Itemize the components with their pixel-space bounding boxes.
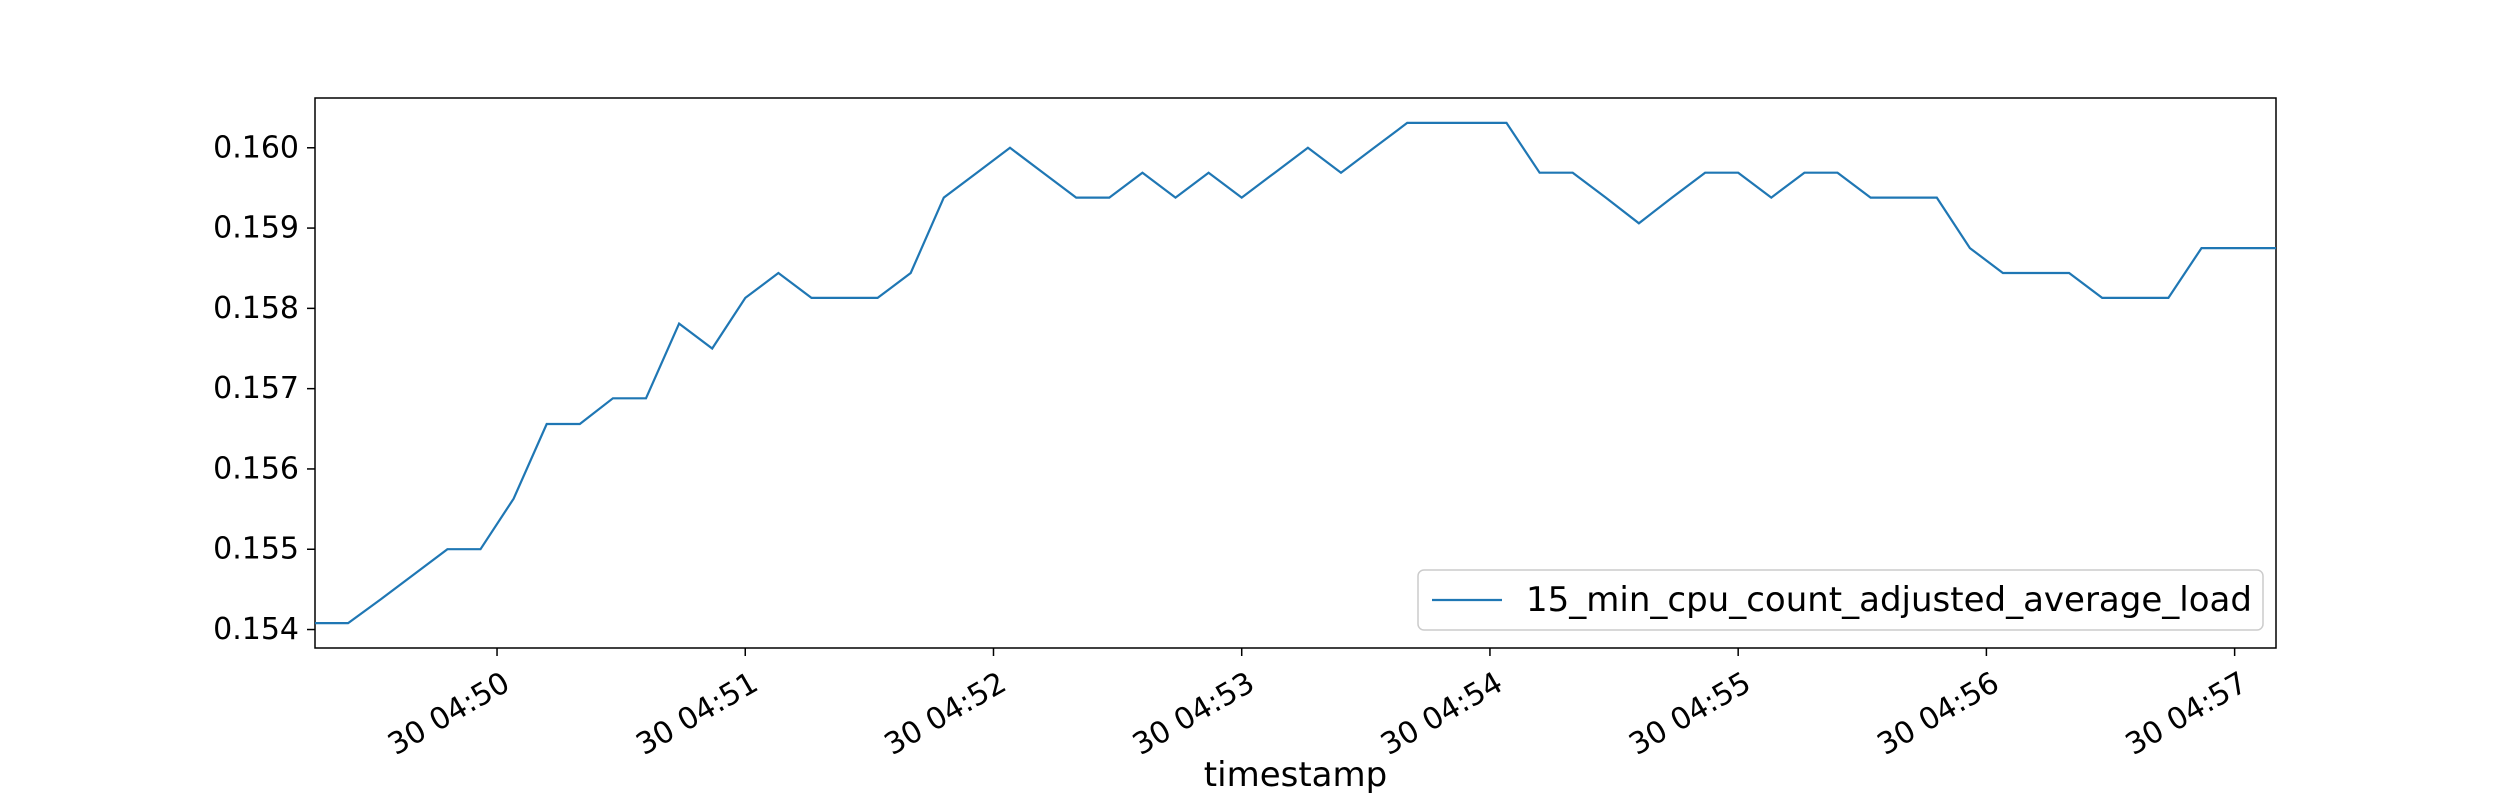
x-axis-title: timestamp <box>1204 755 1387 795</box>
y-tick-label: 0.155 <box>213 532 299 567</box>
y-tick-label: 0.160 <box>213 130 299 165</box>
legend-box <box>1417 569 2264 631</box>
x-axis: 30 04:50 30 04:51 30 04:52 30 04:53 30 04:54… <box>382 648 2253 763</box>
legend-label: 15_min_cpu_count_adjusted_average_load <box>1526 580 2252 620</box>
x-tick-label: 30 04:57 <box>2120 665 2254 762</box>
legend: 15_min_cpu_count_adjusted_average_load <box>1417 569 2264 631</box>
plot-frame <box>314 97 2277 649</box>
series-layer <box>315 121 2276 625</box>
x-tick-label: 30 04:56 <box>1872 665 2006 762</box>
x-tick-label: 30 04:53 <box>1127 665 1261 762</box>
y-tick-label: 0.158 <box>213 291 299 326</box>
x-tick-label: 30 04:50 <box>382 665 516 762</box>
y-axis: 0.154 0.155 0.156 0.157 0.158 0.159 0.160 <box>213 130 315 647</box>
x-tick-label: 30 04:54 <box>1375 665 1509 762</box>
y-tick-label: 0.156 <box>213 451 299 486</box>
plot-area <box>314 97 2277 649</box>
series-line-0 <box>315 121 2276 625</box>
x-tick-label: 30 04:55 <box>1623 665 1757 762</box>
x-tick-label: 30 04:51 <box>630 665 764 762</box>
y-tick-label: 0.154 <box>213 612 299 647</box>
x-tick-label: 30 04:52 <box>879 665 1013 762</box>
y-tick-label: 0.157 <box>213 371 299 406</box>
y-tick-label: 0.159 <box>213 211 299 246</box>
